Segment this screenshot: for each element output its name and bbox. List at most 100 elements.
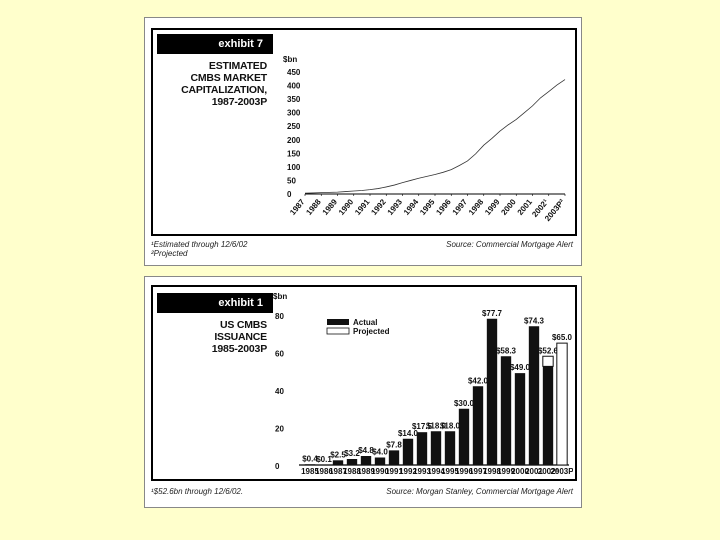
data-label: $30.0 xyxy=(454,399,475,408)
title-line: CAPITALIZATION, xyxy=(181,84,267,96)
bar-actual xyxy=(360,456,372,465)
data-label: $0.4 xyxy=(302,454,318,463)
exhibit-1-label: exhibit 1 xyxy=(157,293,273,313)
data-label: $0.1 xyxy=(316,455,332,464)
x-tick-label: 2002¹ xyxy=(538,467,559,476)
data-label: $7.8 xyxy=(386,440,402,449)
y-tick-label: 100 xyxy=(287,163,301,172)
x-tick-label: 1991 xyxy=(353,197,372,217)
bar-actual xyxy=(332,460,344,465)
title-line: US CMBS xyxy=(219,319,267,331)
y-axis-unit: $bn xyxy=(273,292,287,301)
exhibit-7-source: Source: Commercial Mortgage Alert xyxy=(446,240,573,249)
y-tick-label: 80 xyxy=(275,312,284,321)
y-tick-label: 300 xyxy=(287,109,301,118)
legend-swatch-projected xyxy=(326,327,350,335)
x-tick-label: 1998 xyxy=(483,467,501,476)
bar-actual xyxy=(528,326,540,465)
x-tick-label: 1991 xyxy=(385,467,403,476)
y-tick-label: 0 xyxy=(287,190,292,199)
data-label: $42.0 xyxy=(468,376,489,385)
data-label: $18.0 xyxy=(426,421,447,430)
x-tick-label: 1993 xyxy=(413,467,431,476)
y-axis-unit: $bn xyxy=(283,55,297,64)
y-tick-label: 350 xyxy=(287,95,301,104)
data-label: $58.3 xyxy=(496,346,517,355)
x-tick-label: 1989 xyxy=(321,197,340,217)
note-line: ¹$52.6bn through 12/6/02. xyxy=(151,487,244,496)
x-tick-label: 1993 xyxy=(386,197,405,217)
data-label: $17.5 xyxy=(412,422,433,431)
x-tick-label: 1995 xyxy=(441,467,459,476)
bar-projected xyxy=(542,355,554,367)
exhibit-7-label: exhibit 7 xyxy=(157,34,273,54)
x-tick-label: 1987 xyxy=(329,467,347,476)
y-tick-label: 60 xyxy=(275,350,284,359)
data-label: $77.7 xyxy=(482,309,503,318)
x-tick-label: 1997 xyxy=(469,467,487,476)
x-tick-label: 1998 xyxy=(467,197,486,217)
x-tick-label: 1989 xyxy=(357,467,375,476)
bar-actual xyxy=(542,366,554,465)
exhibit-7-title: ESTIMATED CMBS MARKET CAPITALIZATION, 19… xyxy=(157,60,267,108)
x-tick-label: 1994 xyxy=(427,467,445,476)
note-line: ¹Estimated through 12/6/02 xyxy=(151,240,248,249)
bar-actual xyxy=(304,464,316,465)
x-tick-label: 2000 xyxy=(511,467,529,476)
bar-actual xyxy=(374,457,386,465)
exhibit-1-notes: ¹$52.6bn through 12/6/02. xyxy=(151,487,243,496)
x-tick-label: 1985 xyxy=(301,467,319,476)
data-label: $74.3 xyxy=(524,316,545,325)
exhibit-7-notes: ¹Estimated through 12/6/02 ²Projected xyxy=(151,240,248,258)
x-tick-label: 1992 xyxy=(369,197,388,217)
legend-label-actual: Actual xyxy=(353,318,377,327)
y-tick-label: 40 xyxy=(275,387,284,396)
exhibit-1-source: Source: Morgan Stanley, Commercial Mortg… xyxy=(386,487,573,496)
title-line: 1985-2003P xyxy=(211,343,267,355)
title-line: ESTIMATED xyxy=(208,60,267,72)
data-label: $18.0 xyxy=(440,421,461,430)
x-tick-label: 1996 xyxy=(455,467,473,476)
y-tick-label: 450 xyxy=(287,68,301,77)
y-tick-label: 400 xyxy=(287,82,301,91)
x-tick-label: 1999 xyxy=(483,197,502,217)
x-tick-label: 1986 xyxy=(315,467,333,476)
note-line: ²Projected xyxy=(151,249,188,258)
bar-chart: $bn 0 20 40 60 80 $0.4 1985 $0.1 1986 $2.5 1987 $3.2… xyxy=(273,292,573,476)
exhibit-1-panel: exhibit 1 US CMBS ISSUANCE 1985-2003P $b… xyxy=(144,276,582,508)
title-line: CMBS MARKET xyxy=(190,72,267,84)
bar-projected xyxy=(556,342,568,466)
data-label: $49.0 xyxy=(510,363,531,372)
data-label: $4.8 xyxy=(358,446,374,455)
bar-actual xyxy=(500,356,512,465)
data-label: $52.6 xyxy=(538,346,559,355)
x-tick-label: 1997 xyxy=(451,197,470,217)
x-tick-label: 1988 xyxy=(304,197,323,217)
x-tick-label: 1990 xyxy=(371,467,389,476)
bar-actual xyxy=(514,373,526,465)
x-tick-label: 1996 xyxy=(434,197,453,217)
exhibit-1-title: US CMBS ISSUANCE 1985-2003P xyxy=(157,319,267,355)
x-tick-label: 1987 xyxy=(288,197,307,217)
legend-label-projected: Projected xyxy=(353,327,390,336)
bar-actual xyxy=(458,408,470,465)
x-tick-label: 1990 xyxy=(337,197,356,217)
y-tick-label: 150 xyxy=(287,149,301,158)
x-tick-label: 1999 xyxy=(497,467,515,476)
bar-actual xyxy=(346,459,358,465)
x-tick-label: 2001 xyxy=(525,467,543,476)
bar-actual xyxy=(430,431,442,465)
bar-actual xyxy=(486,318,498,465)
exhibit-7-frame: exhibit 7 ESTIMATED CMBS MARKET CAPITALI… xyxy=(151,28,577,236)
exhibit-1-frame: exhibit 1 US CMBS ISSUANCE 1985-2003P $b… xyxy=(151,285,577,481)
bar-actual xyxy=(472,386,484,465)
title-line: 1987-2003P xyxy=(211,96,267,108)
title-line: ISSUANCE xyxy=(214,331,267,343)
x-tick-label: 1995 xyxy=(418,197,437,217)
line-chart: $bn0501001502002503003504004501987198819… xyxy=(283,55,567,223)
bar-actual xyxy=(444,431,456,465)
data-label: $2.5 xyxy=(330,450,346,459)
bar-actual xyxy=(416,432,428,465)
legend-swatch-actual xyxy=(327,319,349,325)
y-tick-label: 0 xyxy=(275,462,280,471)
